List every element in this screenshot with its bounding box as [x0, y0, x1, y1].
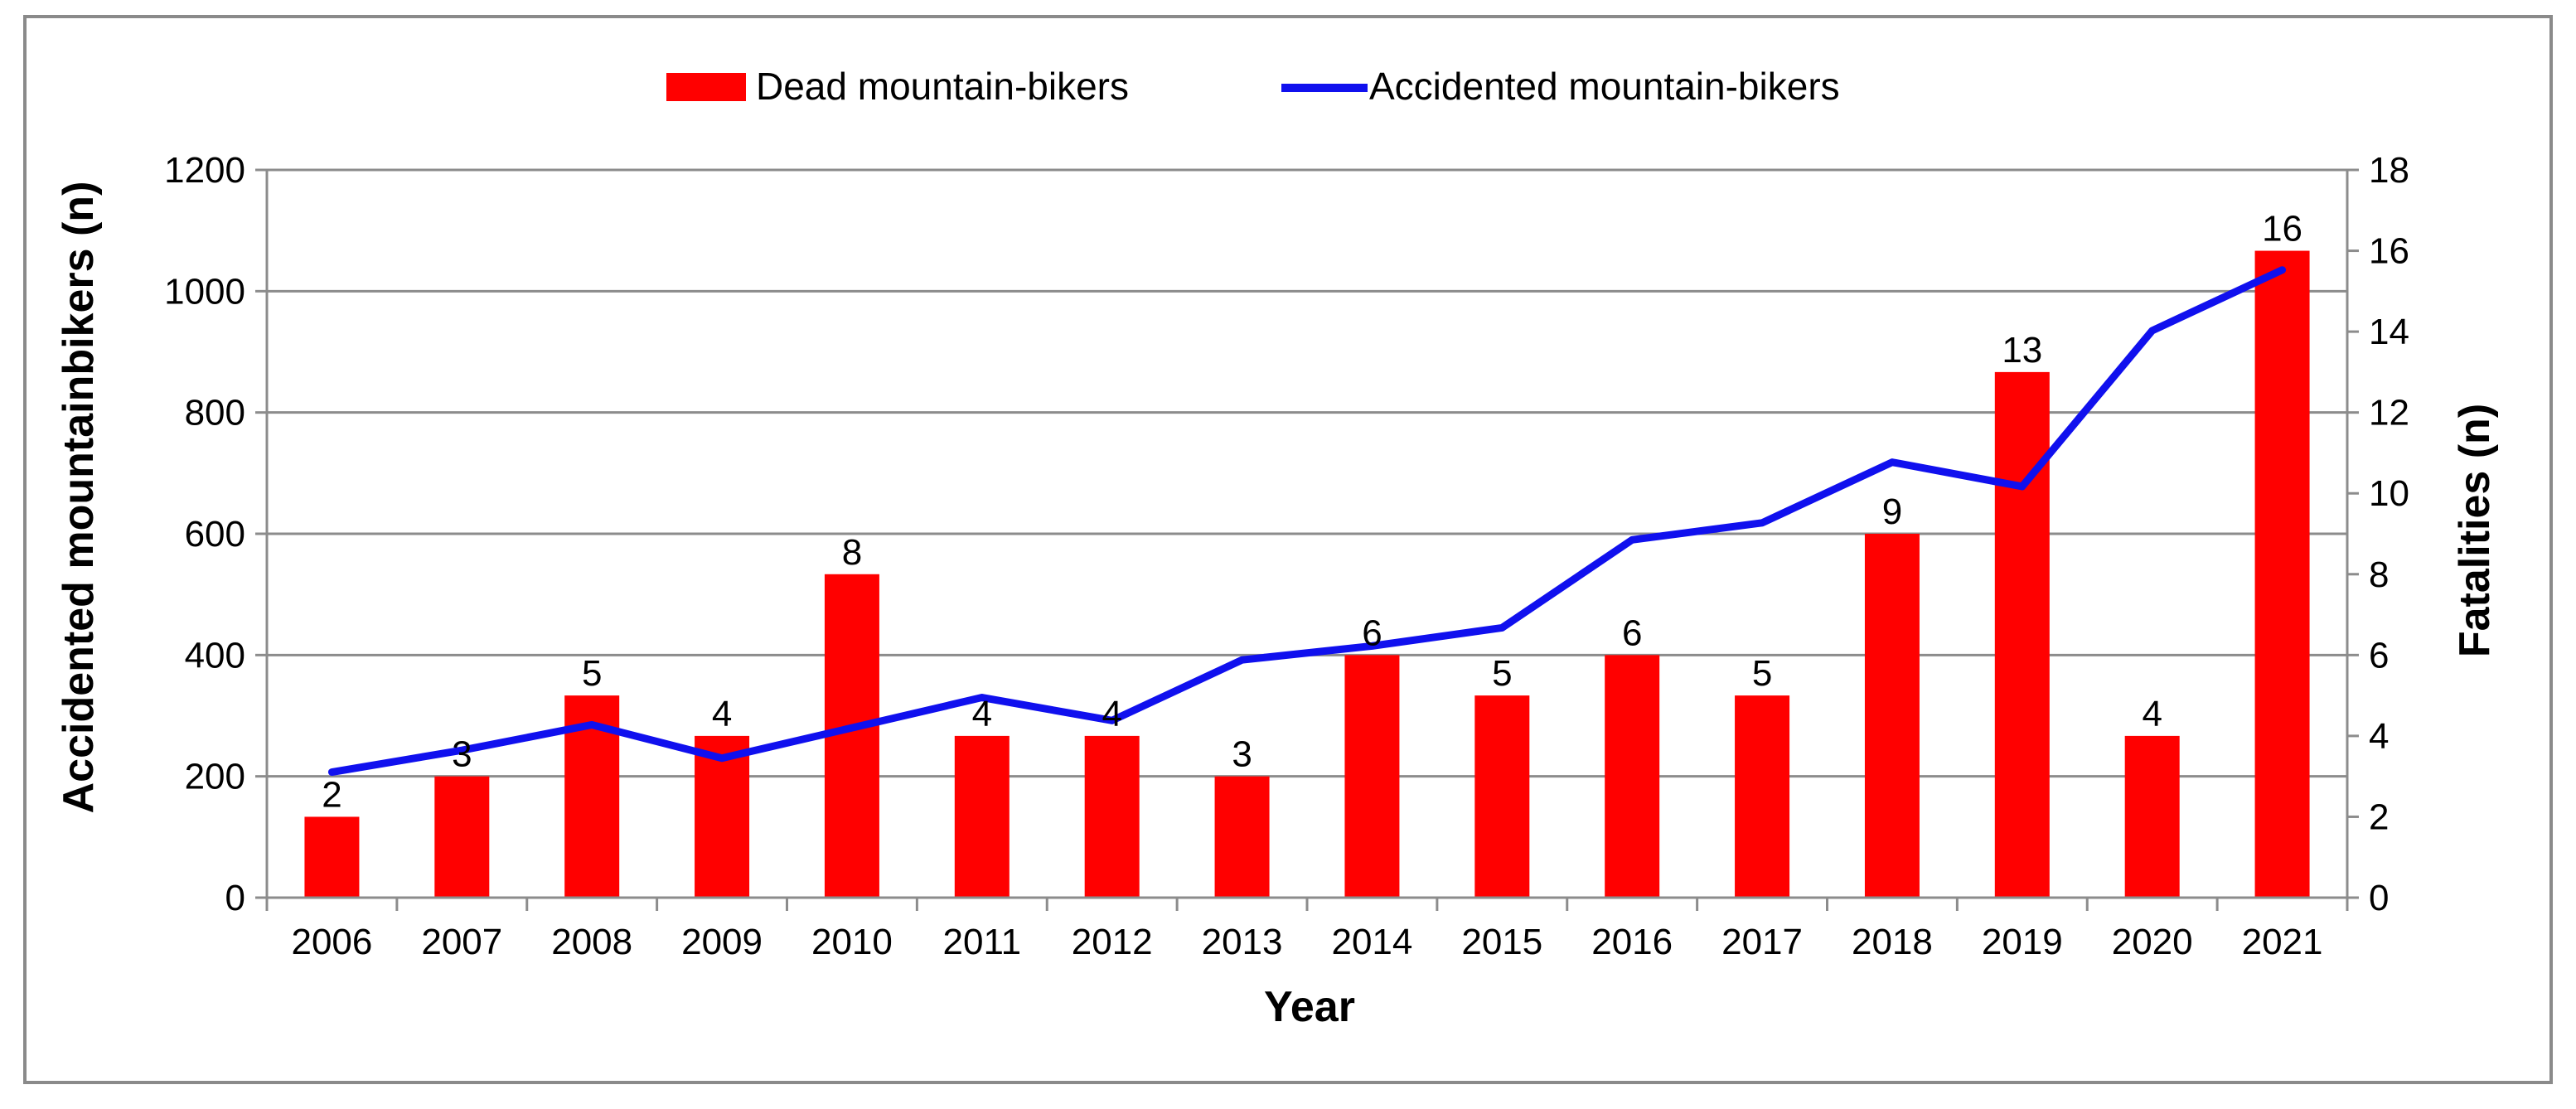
y-right-tick-label: 10 — [2369, 473, 2409, 514]
y-left-tick-label: 600 — [185, 514, 245, 554]
line-point-2017 — [1761, 521, 1764, 524]
chart-frame — [23, 15, 2553, 1084]
bar-data-label: 4 — [1102, 694, 1121, 734]
bar-2015 — [1474, 695, 1530, 898]
y-axis-right-title: Fatalities (n) — [2451, 404, 2499, 657]
line-series — [327, 266, 2287, 777]
y-right-tick-label: 18 — [2369, 150, 2409, 191]
y-left-tick-label: 1200 — [164, 150, 245, 191]
bar-data-label: 9 — [1882, 492, 1902, 532]
y-right-tick-label: 4 — [2369, 716, 2389, 757]
bar-data-label: 16 — [2262, 209, 2302, 249]
legend-label-bar: Dead mountain-bikers — [756, 65, 1129, 108]
line-point-2007 — [461, 749, 463, 752]
x-tick-label: 2021 — [2242, 922, 2323, 962]
y-axis-left-title: Accidented mountainbikers (n) — [55, 182, 103, 814]
y-left-tick-label: 1000 — [164, 271, 245, 312]
bar-2018 — [1864, 534, 1920, 898]
bars — [304, 250, 2310, 898]
x-tick-label: 2012 — [1072, 922, 1153, 962]
line-point-2006 — [331, 771, 333, 773]
y-right-tick-label: 0 — [2369, 878, 2389, 918]
bar-data-label: 13 — [2002, 330, 2042, 370]
bar-data-label: 8 — [842, 532, 862, 573]
line-point-2015 — [1501, 627, 1503, 629]
bar-data-label: 3 — [452, 734, 472, 775]
bar-2017 — [1735, 695, 1790, 898]
axes — [255, 168, 2359, 911]
bar-data-label: 3 — [1232, 734, 1252, 775]
line-point-2010 — [850, 727, 853, 729]
line-point-2021 — [2281, 269, 2283, 271]
y-right-tick-label: 6 — [2369, 635, 2389, 676]
x-tick-label: 2009 — [681, 922, 763, 962]
bar-data-label: 5 — [1492, 653, 1512, 694]
y-right-tick-label: 16 — [2369, 231, 2409, 272]
x-tick-label: 2011 — [943, 922, 1022, 962]
line-point-2013 — [1241, 659, 1243, 661]
x-axis-title: Year — [1264, 983, 1355, 1031]
bar-2009 — [695, 735, 750, 898]
bar-2006 — [304, 816, 360, 898]
x-tick-label: 2018 — [1852, 922, 1933, 962]
bar-2014 — [1344, 655, 1400, 898]
bar-data-label: 2 — [322, 774, 341, 815]
line-point-2020 — [2151, 329, 2153, 332]
x-tick-label: 2017 — [1721, 922, 1803, 962]
line-point-2008 — [591, 724, 593, 726]
legend-label-line: Accidented mountain-bikers — [1369, 65, 1840, 108]
bar-data-label: 4 — [712, 694, 732, 734]
x-tick-label: 2008 — [551, 922, 632, 962]
bar-2021 — [2254, 250, 2310, 898]
y-right-tick-label: 14 — [2369, 312, 2409, 352]
line-point-2019 — [2021, 485, 2023, 487]
labels: 0 200 400 600 800 1000 1200 0 2 4 6 8 10 12 14 16 18 2006… — [164, 150, 2409, 962]
x-tick-label: 2013 — [1202, 922, 1283, 962]
y-left-tick-label: 0 — [225, 878, 245, 918]
line-point-2012 — [1111, 719, 1113, 722]
x-tick-label: 2016 — [1591, 922, 1673, 962]
line-point-2018 — [1891, 461, 1893, 463]
bar-2007 — [434, 776, 490, 898]
y-left-tick-label: 200 — [185, 757, 245, 797]
x-tick-label: 2007 — [421, 922, 502, 962]
y-right-tick-label: 2 — [2369, 797, 2389, 837]
y-left-tick-label: 400 — [185, 635, 245, 676]
line-point-2014 — [1371, 645, 1373, 647]
y-left-tick-label: 800 — [185, 393, 245, 433]
bar-2013 — [1214, 776, 1270, 898]
legend-swatch-bar — [666, 73, 746, 101]
bar-data-label: 5 — [1752, 653, 1772, 694]
bar-data-label: 4 — [972, 694, 992, 734]
bar-2010 — [824, 574, 879, 898]
line-accidented — [327, 266, 2287, 777]
bar-2016 — [1605, 655, 1660, 898]
line-point-2011 — [981, 696, 983, 699]
x-tick-label: 2020 — [2112, 922, 2193, 962]
x-tick-label: 2006 — [291, 922, 372, 962]
bar-data-label: 5 — [582, 653, 602, 694]
bar-data-label: 4 — [2142, 694, 2162, 734]
bar-data-label: 6 — [1362, 613, 1382, 653]
x-tick-label: 2015 — [1461, 922, 1542, 962]
y-right-tick-label: 12 — [2369, 393, 2409, 433]
x-tick-label: 2019 — [1982, 922, 2063, 962]
line-point-2016 — [1631, 539, 1634, 541]
bar-2020 — [2124, 735, 2180, 898]
bar-2011 — [954, 735, 1010, 898]
bar-2012 — [1084, 735, 1140, 898]
y-right-tick-label: 8 — [2369, 554, 2389, 595]
x-tick-label: 2010 — [811, 922, 893, 962]
line-point-2009 — [721, 757, 724, 759]
bar-data-label: 6 — [1622, 613, 1642, 653]
x-tick-label: 2014 — [1331, 922, 1412, 962]
legend: Dead mountain-bikers Accidented mountain… — [666, 65, 1840, 108]
bar-2019 — [1994, 371, 2050, 898]
